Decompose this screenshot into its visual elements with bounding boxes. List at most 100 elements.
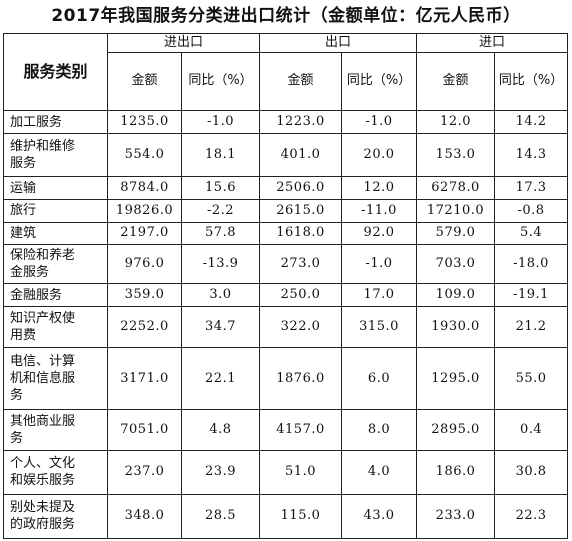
yoy-cell: 4.0 xyxy=(341,450,418,495)
table-row: 电信、计算 机和信息服务 3171.0 22.1 1876.0 6.0 1295.0 55.0 xyxy=(3,347,569,411)
amount-cell: 115.0 xyxy=(259,493,343,540)
amount-cell: 12.0 xyxy=(416,110,496,134)
table-row: 旅行 19826.0 -2.2 2615.0 -11.0 17210.0 -0.8 xyxy=(3,198,569,223)
category-cell: 加工服务 xyxy=(3,110,108,134)
yoy-cell: 17.3 xyxy=(494,176,569,200)
amount-cell: 2252.0 xyxy=(107,306,182,349)
amount-cell: 579.0 xyxy=(416,221,496,246)
amount-cell: 359.0 xyxy=(107,283,182,308)
amount-cell: 703.0 xyxy=(416,244,496,285)
amount-cell: 8784.0 xyxy=(107,176,182,200)
yoy-cell: -18.0 xyxy=(494,244,569,285)
yoy-cell: 4.8 xyxy=(180,409,261,452)
amount-cell: 186.0 xyxy=(416,450,496,495)
service-trade-table: 服务类别 进出口 出口 进口 金额 同比（%） 金额 同比（%） 金额 同比（%… xyxy=(3,32,569,540)
category-cell: 维护和维修 服务 xyxy=(3,132,108,178)
category-text: 旅行 xyxy=(10,203,37,219)
amount-cell: 233.0 xyxy=(416,493,496,540)
category-cell: 旅行 xyxy=(3,198,108,223)
category-text: 别处未提及 xyxy=(10,500,76,516)
yoy-cell: -13.9 xyxy=(180,244,261,285)
amount-cell: 2506.0 xyxy=(259,176,343,200)
table-title: 2017年我国服务分类进出口统计（金额单位：亿元人民币） xyxy=(51,6,521,26)
amount-cell: 273.0 xyxy=(259,244,343,285)
amount-cell: 1876.0 xyxy=(259,347,343,411)
amount-cell: 401.0 xyxy=(259,132,343,178)
category-cell: 建筑 xyxy=(3,221,108,246)
yoy-cell: 315.0 xyxy=(341,306,418,349)
category-cell: 别处未提及 的政府服务 xyxy=(3,493,108,540)
yoy-cell: 12.0 xyxy=(341,176,418,200)
table-row: 个人、文化 和娱乐服务 237.0 23.9 51.0 4.0 186.0 30.8 xyxy=(3,450,569,495)
table-row: 加工服务 1235.0 -1.0 1223.0 -1.0 12.0 14.2 xyxy=(3,110,569,134)
yoy-cell: 92.0 xyxy=(341,221,418,246)
yoy-cell: 14.2 xyxy=(494,110,569,134)
category-text: 其他商业服 xyxy=(10,414,76,430)
category-text: 金融服务 xyxy=(10,287,63,303)
table-row: 别处未提及 的政府服务 348.0 28.5 115.0 43.0 233.0 22.3 xyxy=(3,493,569,540)
yoy-cell: -1.0 xyxy=(180,110,261,134)
amount-cell: 554.0 xyxy=(107,132,182,178)
yoy-cell: 5.4 xyxy=(494,221,569,246)
category-text: 用费 xyxy=(10,328,37,344)
category-cell: 个人、文化 和娱乐服务 xyxy=(3,450,108,495)
category-text: 建筑 xyxy=(10,225,37,241)
yoy-cell: 43.0 xyxy=(341,493,418,540)
yoy-cell: -0.8 xyxy=(494,198,569,223)
amount-cell: 1618.0 xyxy=(259,221,343,246)
yoy-cell: 22.3 xyxy=(494,493,569,540)
table-row: 维护和维修 服务 554.0 18.1 401.0 20.0 153.0 14.3 xyxy=(3,132,569,178)
amount-cell: 7051.0 xyxy=(107,409,182,452)
yoy-cell: 55.0 xyxy=(494,347,569,411)
category-text: 运输 xyxy=(10,180,37,196)
yoy-cell: 22.1 xyxy=(180,347,261,411)
table-row: 建筑 2197.0 57.8 1618.0 92.0 579.0 5.4 xyxy=(3,221,569,246)
yoy-cell: -1.0 xyxy=(341,110,418,134)
yoy-cell: 23.9 xyxy=(180,450,261,495)
category-text: 务 xyxy=(10,388,24,404)
yoy-header: 同比（%） xyxy=(341,51,418,112)
category-cell: 运输 xyxy=(3,176,108,200)
amount-header: 金额 xyxy=(416,51,496,112)
amount-cell: 109.0 xyxy=(416,283,496,308)
table-row: 知识产权使 用费 2252.0 34.7 322.0 315.0 1930.0 21.2 xyxy=(3,306,569,349)
amount-header: 金额 xyxy=(107,51,182,112)
yoy-cell: -1.0 xyxy=(341,244,418,285)
yoy-cell: 28.5 xyxy=(180,493,261,540)
amount-header: 金额 xyxy=(259,51,343,112)
category-text: 保险和养老 xyxy=(10,248,76,264)
table-row: 金融服务 359.0 3.0 250.0 17.0 109.0 -19.1 xyxy=(3,283,569,308)
category-text: 务 xyxy=(10,431,24,447)
category-text: 加工服务 xyxy=(10,114,63,130)
category-cell: 其他商业服务 xyxy=(3,409,108,452)
category-text: 机和信息服 xyxy=(10,371,76,387)
yoy-cell: 18.1 xyxy=(180,132,261,178)
group-header-export: 出口 xyxy=(259,33,418,53)
yoy-cell: -19.1 xyxy=(494,283,569,308)
amount-cell: 3171.0 xyxy=(107,347,182,411)
yoy-cell: 6.0 xyxy=(341,347,418,411)
category-text: 的政府服务 xyxy=(10,517,76,533)
yoy-cell: 57.8 xyxy=(180,221,261,246)
category-text: 和娱乐服务 xyxy=(10,473,76,489)
amount-cell: 2895.0 xyxy=(416,409,496,452)
category-text: 电信、计算 xyxy=(10,354,76,370)
category-cell: 金融服务 xyxy=(3,283,108,308)
amount-cell: 976.0 xyxy=(107,244,182,285)
yoy-cell: 14.3 xyxy=(494,132,569,178)
category-cell: 知识产权使 用费 xyxy=(3,306,108,349)
amount-cell: 250.0 xyxy=(259,283,343,308)
amount-cell: 1223.0 xyxy=(259,110,343,134)
yoy-cell: 17.0 xyxy=(341,283,418,308)
amount-cell: 153.0 xyxy=(416,132,496,178)
yoy-cell: 20.0 xyxy=(341,132,418,178)
amount-cell: 6278.0 xyxy=(416,176,496,200)
amount-cell: 2615.0 xyxy=(259,198,343,223)
amount-cell: 322.0 xyxy=(259,306,343,349)
category-header: 服务类别 xyxy=(3,32,108,112)
amount-cell: 2197.0 xyxy=(107,221,182,246)
category-text: 个人、文化 xyxy=(10,456,76,472)
yoy-header: 同比（%） xyxy=(180,51,261,112)
category-text: 知识产权使 xyxy=(10,311,76,327)
